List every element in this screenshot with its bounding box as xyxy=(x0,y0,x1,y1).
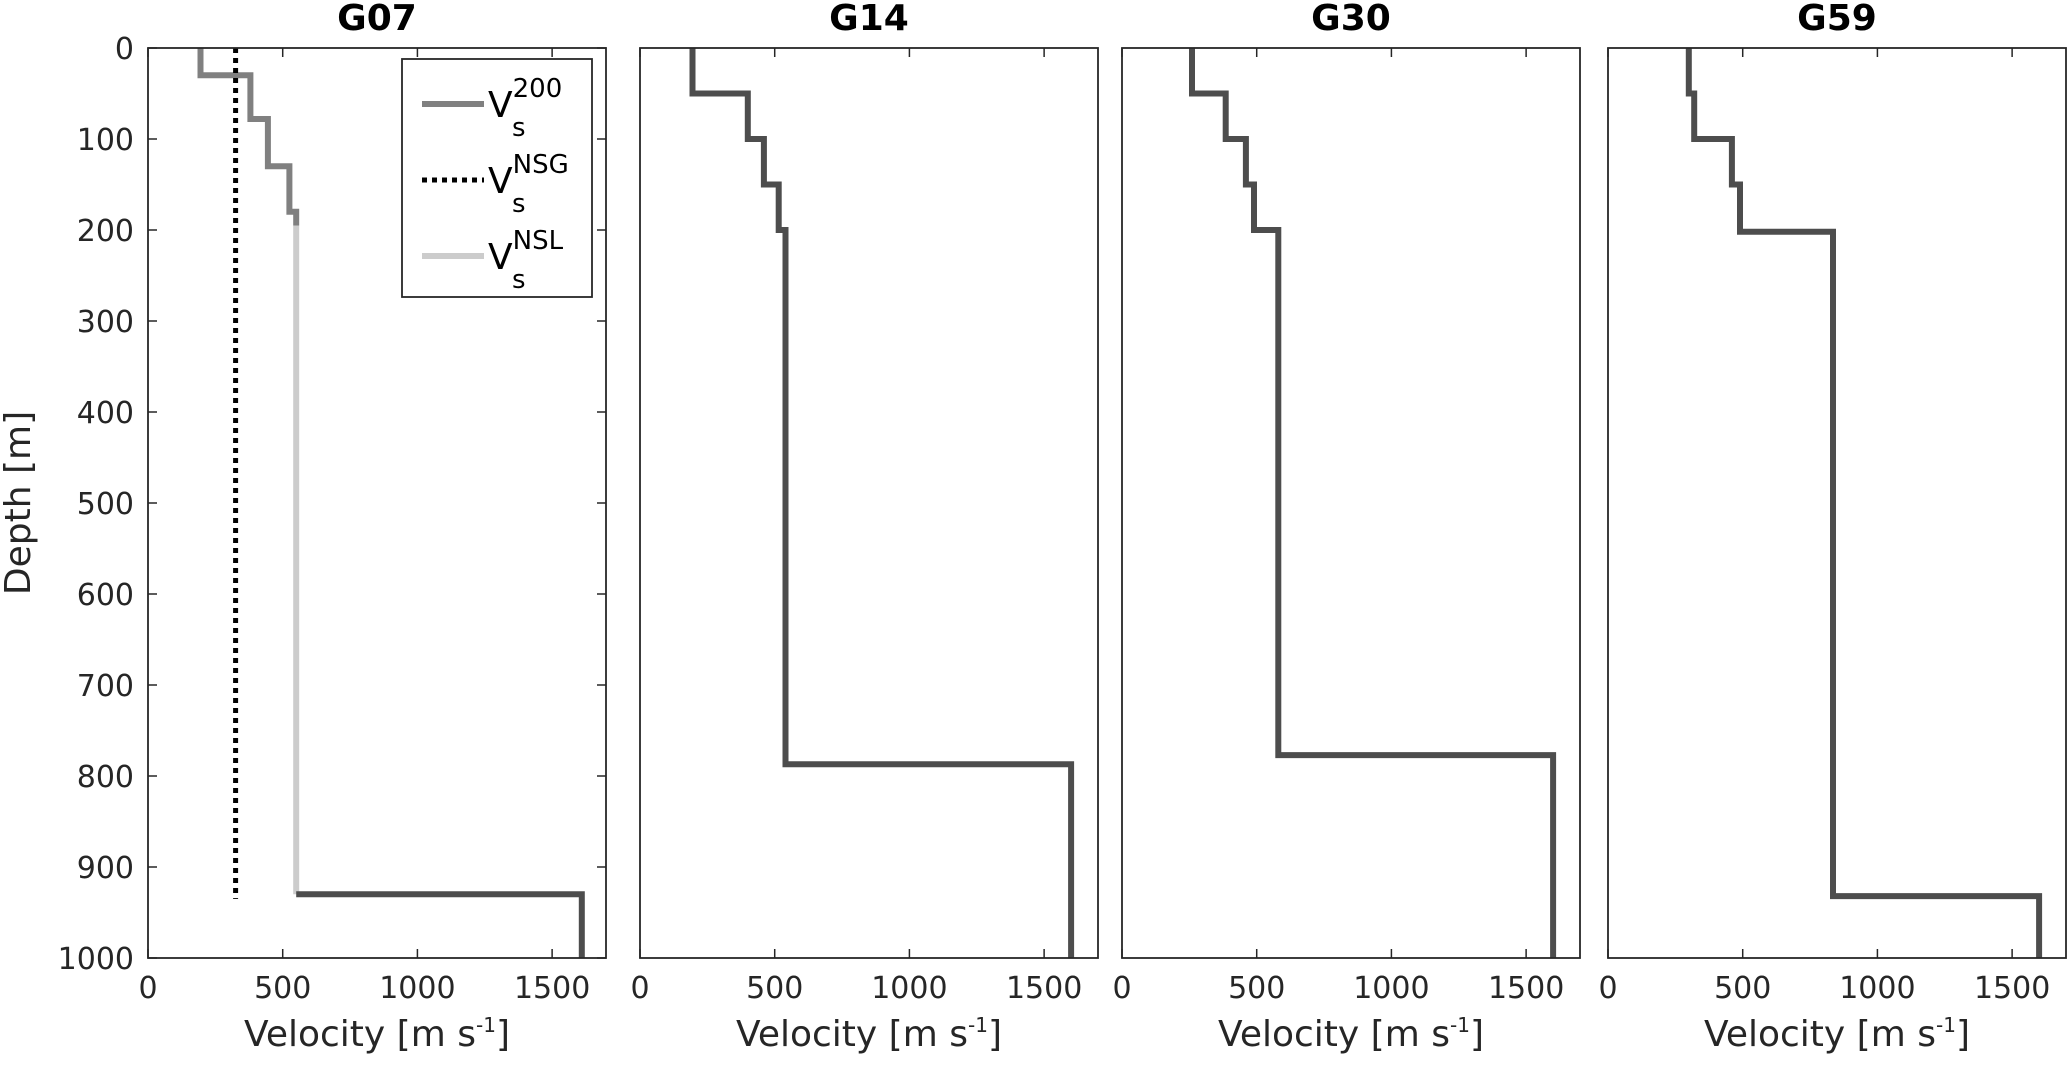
x-tick-label: 1500 xyxy=(514,971,590,1006)
x-tick-label: 1500 xyxy=(1488,971,1564,1006)
series-line-profile-3 xyxy=(296,891,585,958)
panel-title: G59 xyxy=(1797,0,1877,39)
x-tick-label: 1000 xyxy=(1353,971,1429,1006)
panel-g59: 0 500 1000 1500 G59 Velocity [m s-1] xyxy=(1598,0,2067,1055)
x-tick-label: 500 xyxy=(254,971,311,1006)
y-tick-label: 100 xyxy=(77,123,134,158)
y-tick-label: 1000 xyxy=(58,942,134,977)
x-tick-label: 0 xyxy=(1598,971,1617,1006)
x-axis-label: Velocity [m s-1] xyxy=(244,1013,510,1055)
x-tick-label: 1000 xyxy=(871,971,947,1006)
x-tick-label: 1000 xyxy=(379,971,455,1006)
y-tick-label: 900 xyxy=(77,851,134,886)
x-axis-label: Velocity [m s-1] xyxy=(1218,1013,1484,1055)
panel-g07: 0 500 1000 1500 0 100 200 300 400 500 600 700 800 900… xyxy=(0,0,607,1055)
axes-frame xyxy=(639,47,1099,959)
y-tick-label: 0 xyxy=(115,32,134,67)
series-line-profile-0 xyxy=(1685,48,2043,958)
axes-frame xyxy=(1607,47,2067,959)
x-tick-label: 0 xyxy=(138,971,157,1006)
y-tick-label: 200 xyxy=(77,214,134,249)
series-line-vs200 xyxy=(197,48,300,226)
x-tick-label: 1000 xyxy=(1839,971,1915,1006)
x-tick-label: 0 xyxy=(630,971,649,1006)
panel-g14: 0 500 1000 1500 G14 Velocity [m s-1] xyxy=(630,0,1099,1055)
x-axis-label: Velocity [m s-1] xyxy=(736,1013,1002,1055)
axes-frame xyxy=(1121,47,1581,959)
legend-label: VNSG xyxy=(488,150,569,202)
x-tick-label: 500 xyxy=(1714,971,1771,1006)
y-tick-label: 600 xyxy=(77,578,134,613)
panel-g30: 0 500 1000 1500 G30 Velocity [m s-1] xyxy=(1112,0,1581,1055)
y-tick-label: 500 xyxy=(77,487,134,522)
legend-label: VNSL xyxy=(488,226,564,278)
x-tick-label: 1500 xyxy=(1006,971,1082,1006)
series-line-profile-0 xyxy=(1189,48,1557,958)
x-tick-label: 500 xyxy=(746,971,803,1006)
y-tick-label: 300 xyxy=(77,305,134,340)
x-tick-label: 0 xyxy=(1112,971,1131,1006)
series-line-profile-0 xyxy=(689,48,1075,958)
legend-label-sub: s xyxy=(512,113,526,143)
legend-label-sub: s xyxy=(512,265,526,295)
legend-label-sub: s xyxy=(512,189,526,219)
panel-title: G07 xyxy=(337,0,417,39)
y-tick-label: 800 xyxy=(77,760,134,795)
y-tick-label: 400 xyxy=(77,396,134,431)
panel-title: G30 xyxy=(1311,0,1391,39)
x-tick-label: 1500 xyxy=(1974,971,2050,1006)
legend-label: V200 xyxy=(488,74,562,126)
y-tick-label: 700 xyxy=(77,669,134,704)
panel-title: G14 xyxy=(829,0,909,39)
x-axis-label: Velocity [m s-1] xyxy=(1704,1013,1970,1055)
y-axis-label: Depth [m] xyxy=(0,411,39,595)
x-tick-label: 500 xyxy=(1228,971,1285,1006)
